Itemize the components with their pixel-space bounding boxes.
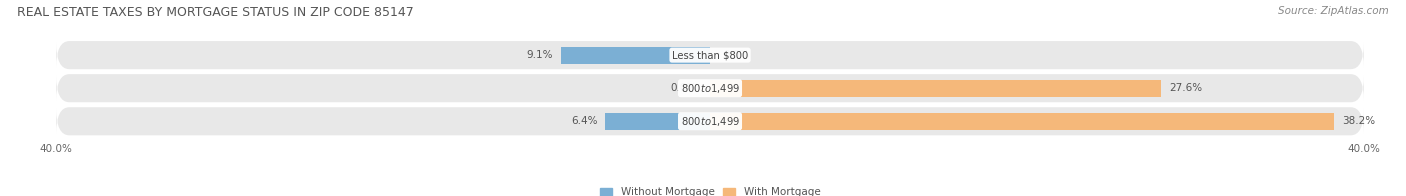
FancyBboxPatch shape [56,41,1364,69]
Bar [606,113,710,130]
Text: 9.1%: 9.1% [527,50,553,60]
Text: 0.0%: 0.0% [723,50,749,60]
Text: $800 to $1,499: $800 to $1,499 [681,115,740,128]
Text: REAL ESTATE TAXES BY MORTGAGE STATUS IN ZIP CODE 85147: REAL ESTATE TAXES BY MORTGAGE STATUS IN … [17,6,413,19]
Bar [561,46,710,64]
FancyBboxPatch shape [56,74,1364,102]
Text: 27.6%: 27.6% [1170,83,1202,93]
Text: Less than $800: Less than $800 [672,50,748,60]
Text: $800 to $1,499: $800 to $1,499 [681,82,740,95]
Bar [710,113,1334,130]
FancyBboxPatch shape [56,107,1364,135]
Legend: Without Mortgage, With Mortgage: Without Mortgage, With Mortgage [596,183,824,196]
Text: Source: ZipAtlas.com: Source: ZipAtlas.com [1278,6,1389,16]
Text: 38.2%: 38.2% [1343,116,1375,126]
Bar [710,80,1161,97]
Text: 6.4%: 6.4% [571,116,598,126]
Text: 0.0%: 0.0% [671,83,697,93]
